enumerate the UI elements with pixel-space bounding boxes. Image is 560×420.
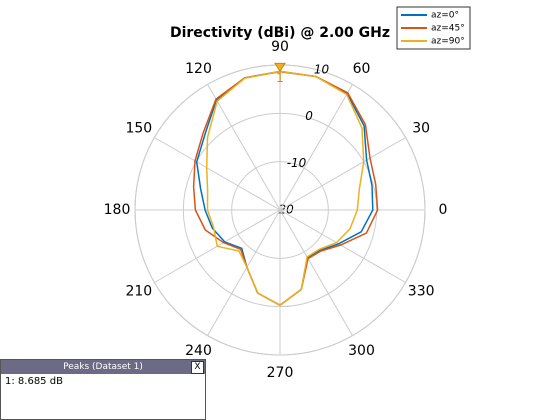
close-button[interactable]: X <box>191 361 204 374</box>
grid-spoke <box>279 209 406 283</box>
theta-tick-label: 300 <box>348 343 375 359</box>
r-tick-label: 0 <box>305 109 313 123</box>
theta-tick-label: 150 <box>125 121 152 137</box>
peaks-panel: Peaks (Dataset 1) X 1: 8.685 dB <box>0 359 206 420</box>
legend-label: az=90° <box>431 37 465 47</box>
grid-spoke <box>154 137 281 211</box>
grid-spoke <box>279 84 353 211</box>
theta-tick-label: 210 <box>125 284 152 300</box>
series-line <box>205 70 365 307</box>
theta-tick-label: 120 <box>185 61 212 77</box>
series-line <box>192 71 379 307</box>
legend-label: az=0° <box>431 11 459 21</box>
chart-title: Directivity (dBi) @ 2.00 GHz <box>170 25 390 41</box>
peak-marker <box>274 62 286 73</box>
theta-tick-label: 0 <box>439 202 448 218</box>
theta-tick-label: 240 <box>185 343 212 359</box>
r-tick-label: 10 <box>314 62 330 76</box>
theta-tick-label: 90 <box>271 39 289 55</box>
grid-spoke <box>279 137 406 211</box>
grid-spoke <box>207 209 281 336</box>
peaks-title: Peaks (Dataset 1) <box>63 362 143 372</box>
peak-entry: 1: 8.685 dB <box>5 376 63 387</box>
theta-tick-label: 60 <box>353 61 371 77</box>
legend-label: az=45° <box>431 24 465 34</box>
peak-label: 1 <box>276 71 284 85</box>
peaks-header: Peaks (Dataset 1) X <box>1 360 205 374</box>
theta-tick-label: 30 <box>412 121 430 137</box>
grid-spoke <box>207 84 281 211</box>
r-tick-label: -10 <box>287 156 307 170</box>
theta-tick-label: 330 <box>408 284 435 300</box>
theta-tick-label: 180 <box>104 202 131 218</box>
theta-tick-label: 270 <box>267 365 294 381</box>
grid-spoke <box>279 209 353 336</box>
